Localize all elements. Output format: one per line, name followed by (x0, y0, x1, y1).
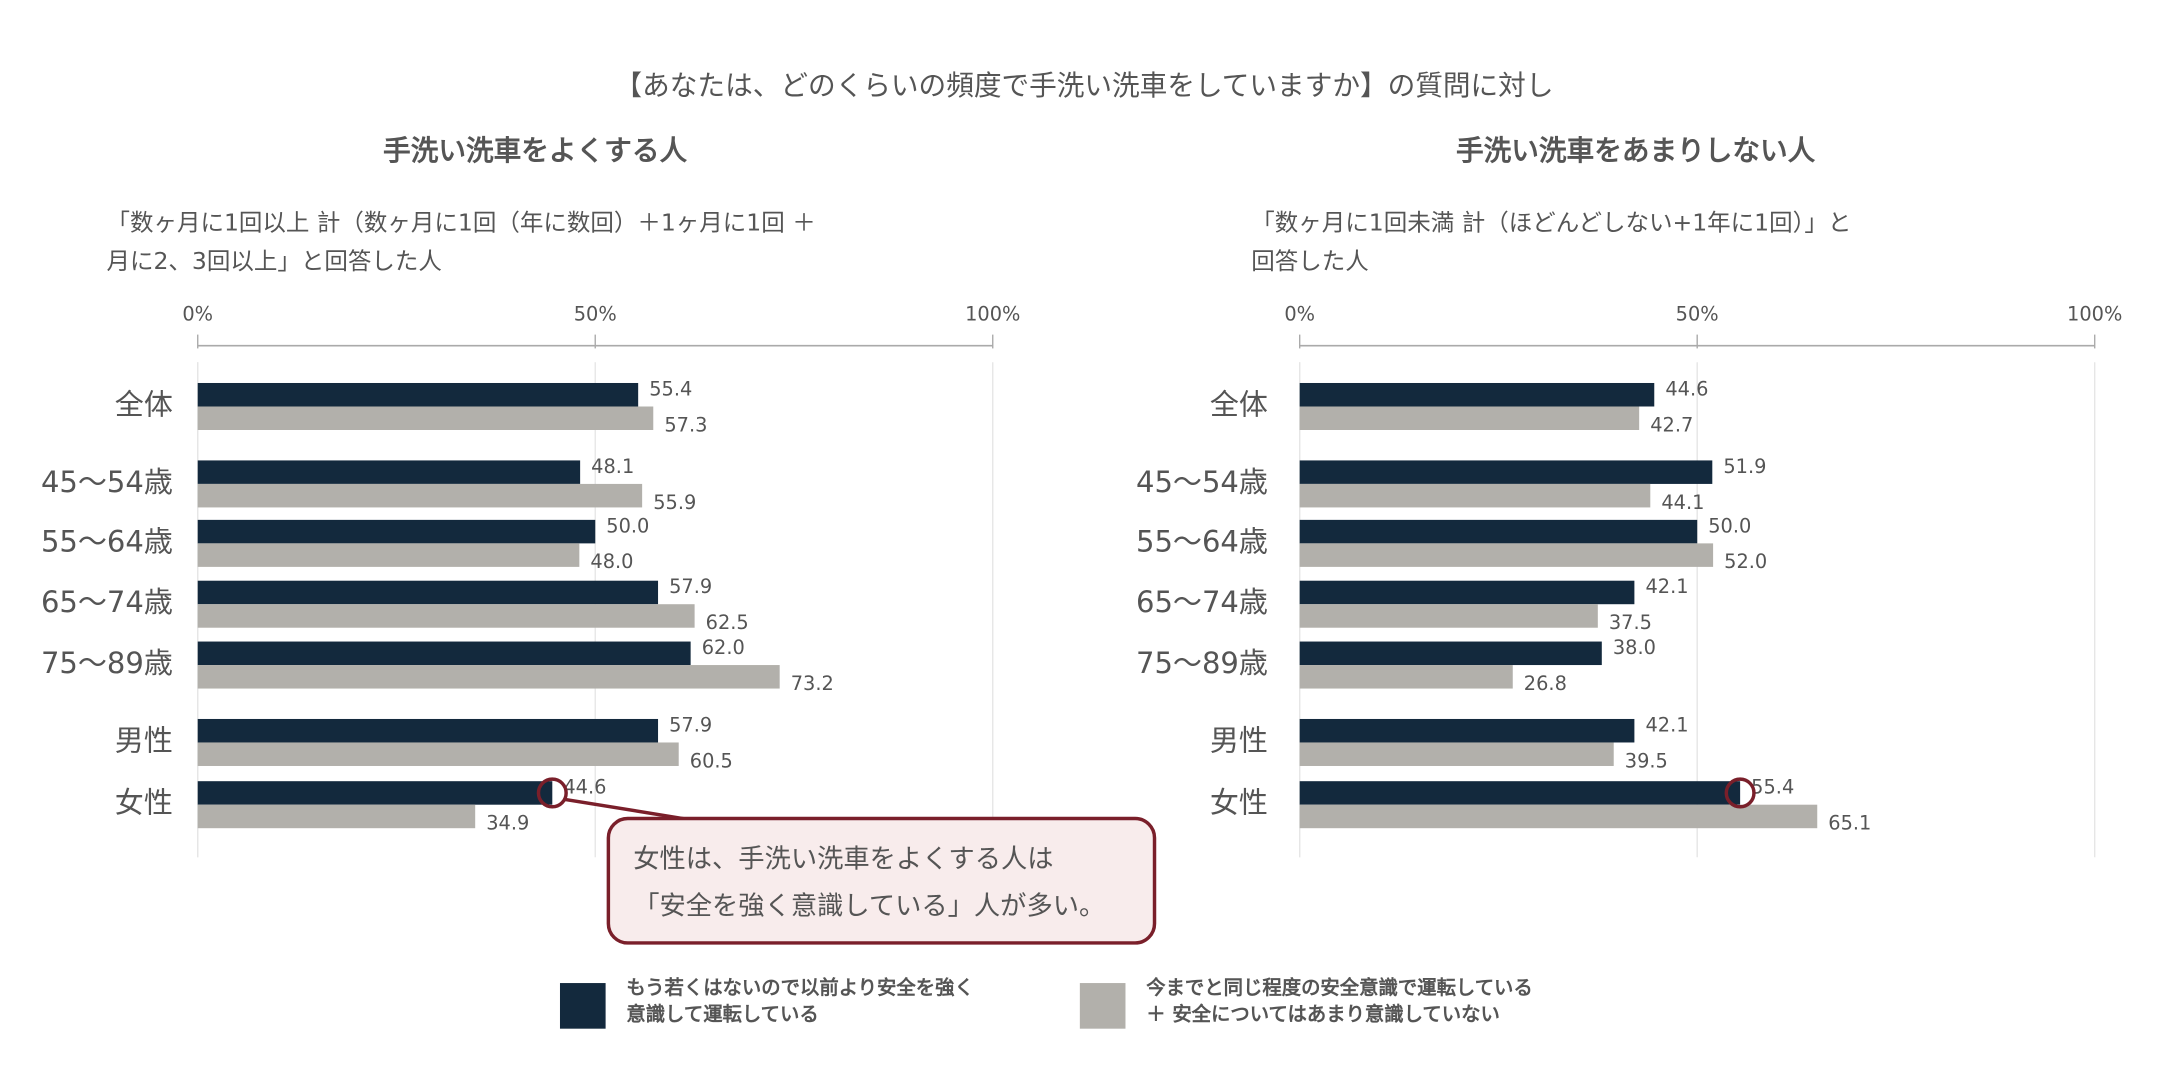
legend-item: もう若くはないので以前より安全を強く 意識して運転している (626, 977, 974, 1026)
bar (1299, 543, 1714, 567)
category-label: 75～89歳 (41, 646, 173, 680)
bar (197, 406, 654, 430)
category-label: 女性 (115, 786, 173, 820)
legend-swatch (1079, 983, 1126, 1029)
bar (197, 460, 581, 484)
bar (197, 604, 695, 628)
chart-subtitle: 「数ヶ月に1回未満 計（ほどんどしない+1年に1回）」と (1251, 208, 1851, 236)
bar (197, 665, 780, 689)
value-label: 52.0 (1724, 550, 1767, 573)
chart-title: 手洗い洗車をあまりしない人 (1456, 134, 1816, 167)
legend-item: 今までと同じ程度の安全意識で運転している ＋ 安全についてはあまり意識していない (1146, 977, 1533, 1026)
bar (1299, 460, 1713, 484)
bar (1299, 665, 1513, 689)
bar (1299, 781, 1741, 805)
category-label: 男性 (115, 723, 173, 757)
x-tick-label: 100% (965, 303, 1020, 326)
bar (197, 641, 691, 666)
highlight-circle (1724, 777, 1756, 809)
bar (197, 382, 639, 407)
value-label: 55.4 (1751, 776, 1794, 799)
bar (1299, 804, 1818, 829)
value-label: 57.9 (669, 575, 712, 598)
category-label: 65～74歳 (41, 585, 173, 619)
value-label: 60.5 (690, 749, 733, 772)
chart-subtitle: 「数ヶ月に1回以上 計（数ヶ月に1回（年に数回）＋1ヶ月に1回 ＋ (106, 208, 815, 236)
value-label: 44.6 (563, 776, 606, 799)
category-label: 65～74歳 (1136, 585, 1268, 619)
category-label: 男性 (1210, 723, 1268, 757)
value-label: 55.4 (649, 377, 692, 400)
bar (197, 543, 580, 567)
x-tick-label: 0% (182, 303, 213, 326)
bar (1299, 483, 1651, 508)
bar (1299, 519, 1698, 544)
value-label: 34.9 (486, 812, 529, 835)
value-label: 37.5 (1609, 611, 1652, 634)
x-tick-label: 100% (2067, 303, 2122, 326)
category-label: 女性 (1210, 786, 1268, 820)
main-title: 【あなたは、どのくらいの頻度で手洗い洗車をしていますか】の質問に対し (615, 69, 1554, 102)
x-tick-label: 50% (1676, 303, 1719, 326)
bar (197, 580, 659, 605)
bar (1299, 382, 1655, 407)
value-label: 42.1 (1645, 713, 1688, 736)
x-tick-label: 0% (1284, 303, 1315, 326)
category-label: 45～54歳 (1136, 465, 1268, 499)
value-label: 39.5 (1625, 749, 1668, 772)
bar (1299, 742, 1614, 766)
chart-subtitle: 回答した人 (1251, 247, 1369, 275)
bar (197, 519, 596, 544)
bar (1299, 406, 1640, 430)
value-label: 51.9 (1723, 455, 1766, 478)
category-label: 全体 (1210, 387, 1268, 421)
callout-box (606, 816, 1157, 945)
category-label: 全体 (115, 387, 173, 421)
value-label: 44.1 (1661, 491, 1704, 514)
legend-swatch (559, 983, 606, 1029)
callout-text: 「安全を強く意識している」人が多い。 (633, 892, 1105, 922)
bar (1299, 718, 1635, 743)
bar (1299, 604, 1598, 628)
category-label: 55～64歳 (41, 524, 173, 558)
value-label: 48.1 (591, 455, 634, 478)
bar (197, 483, 643, 508)
callout-text: 女性は、手洗い洗車をよくする人は (633, 845, 1053, 875)
bar (1299, 641, 1602, 666)
bar (197, 742, 679, 766)
bar (197, 718, 659, 743)
bar (1299, 580, 1635, 605)
bar (197, 804, 476, 829)
value-label: 50.0 (1708, 514, 1751, 537)
value-label: 50.0 (606, 514, 649, 537)
legend-label: 今までと同じ程度の安全意識で運転している ＋ 安全についてはあまり意識していない (1146, 977, 1533, 1026)
value-label: 73.2 (791, 672, 834, 695)
highlight-circle (536, 777, 568, 809)
value-label: 42.1 (1645, 575, 1688, 598)
value-label: 26.8 (1524, 672, 1567, 695)
chart-subtitle: 月に2、3回以上」と回答した人 (106, 247, 441, 275)
value-label: 57.9 (669, 713, 712, 736)
value-label: 42.7 (1650, 413, 1693, 436)
legend-label: もう若くはないので以前より安全を強く 意識して運転している (626, 977, 974, 1026)
value-label: 65.1 (1828, 812, 1871, 835)
value-label: 44.6 (1665, 377, 1708, 400)
bar (197, 781, 553, 805)
value-label: 62.0 (702, 636, 745, 659)
value-label: 38.0 (1613, 636, 1656, 659)
value-label: 62.5 (706, 611, 749, 634)
callout-line (563, 797, 692, 822)
value-label: 55.9 (653, 491, 696, 514)
category-label: 75～89歳 (1136, 646, 1268, 680)
category-label: 45～54歳 (41, 465, 173, 499)
category-label: 55～64歳 (1136, 524, 1268, 558)
x-tick-label: 50% (574, 303, 617, 326)
chart-title: 手洗い洗車をよくする人 (383, 134, 687, 167)
value-label: 48.0 (590, 550, 633, 573)
value-label: 57.3 (664, 413, 707, 436)
